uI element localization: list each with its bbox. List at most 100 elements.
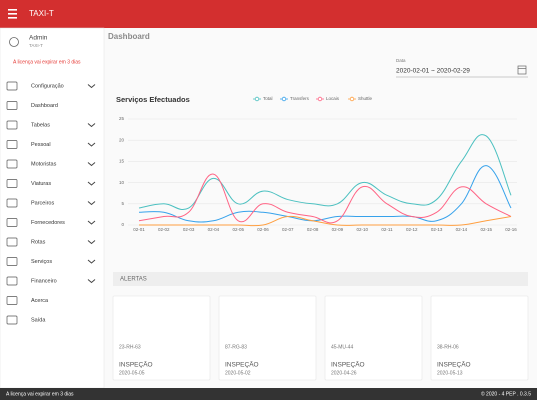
menu-icon [6,140,18,149]
legend-item[interactable]: Locais [316,96,340,102]
alert-type: INSPEÇÃO [437,360,471,369]
menu-item[interactable]: Configuração [6,81,96,91]
alert-date: 2020-04-26 [331,370,357,376]
menu-item[interactable]: Acerca [6,296,49,305]
chevron [87,123,96,128]
calendar-icon [517,65,527,75]
x-tick-label: 02-01 [133,227,145,232]
menu-label: Parceiros [31,200,54,206]
chevron [87,84,96,89]
chevron [87,279,96,284]
menu-label: Viaturas [31,181,51,187]
y-tick-label: 25 [119,116,125,121]
date-field[interactable]: 2020-02-01 ~ 2020-02-29 [396,65,528,78]
menu-item[interactable]: Parceiros [6,198,96,208]
x-tick-label: 02-04 [208,227,220,232]
x-tick-label: 02-07 [282,227,294,232]
menu-label: Configuração [31,83,64,89]
menu-label: Fornecedores [31,220,65,226]
alert-type: INSPEÇÃO [119,360,153,369]
menu-icon-line [8,9,17,11]
series-line [138,215,512,227]
legend-marker [317,96,323,102]
x-tick-label: 02-12 [406,227,418,232]
y-tick-label: 20 [119,137,125,142]
chevron [87,259,96,264]
alert-type: INSPEÇÃO [331,360,365,369]
menu-icon [6,237,18,247]
chevron [87,181,96,186]
legend-label: Transfers [290,96,310,101]
menu-item[interactable]: Saída [6,315,46,325]
menu-item[interactable]: Viaturas [6,179,96,188]
menu-label: Motoristas [31,161,57,167]
footer-copyright: © 2020 - 4 PEP . 0.3.5 [481,390,531,397]
chevron [87,201,96,206]
menu-icon [6,81,18,91]
menu-label: Rotas [31,239,46,245]
chevron [87,240,96,245]
menu-button[interactable] [8,9,17,19]
x-tick-label: 02-06 [257,227,269,232]
menu-item[interactable]: Rotas [6,237,96,247]
menu-label: Dashboard [31,103,58,109]
alert-plate: 45-MU-44 [331,344,353,350]
menu-item[interactable]: Dashboard [6,101,58,110]
user-name: Admin [29,35,48,42]
series-line [138,165,512,223]
menu-item[interactable]: Serviços [6,257,96,266]
x-tick-label: 02-10 [356,227,368,232]
user-avatar [9,37,19,47]
menu-icon [6,198,18,208]
series-line [138,173,512,224]
alert-plate: 38-RH-06 [437,344,459,350]
menu-item[interactable]: Motoristas [6,159,96,169]
x-tick-label: 02-13 [431,227,443,232]
card-background [324,295,423,381]
chevron [87,162,96,167]
chart-title: Serviços Efectuados [116,95,190,104]
y-tick-label: 5 [121,201,124,206]
chevron [87,220,96,225]
x-tick-label: 02-05 [232,227,244,232]
menu-icon-line [8,17,17,19]
alerts-header [113,272,528,286]
alert-plate: 87-RG-83 [225,344,247,350]
card-background [218,295,317,381]
legend-marker [349,96,355,102]
x-tick-label: 02-15 [480,227,492,232]
menu-icon [6,120,18,130]
menu-label: Acerca [31,298,49,304]
x-tick-label: 02-14 [456,227,468,232]
menu-item[interactable]: Financeiro [6,276,96,286]
menu-item[interactable]: Pessoal [6,140,96,149]
legend-marker [281,96,287,102]
menu-icon [6,101,18,110]
menu-label: Saída [31,317,46,323]
alerts: 23-RH-63INSPEÇÃO2020-05-0587-RG-83INSPEÇ… [112,295,529,381]
legend-label: Shuttle [358,96,373,101]
card-background [112,295,211,381]
menu-icon [6,315,18,325]
alert-date: 2020-05-13 [437,370,463,376]
footer [0,388,537,400]
menu-icon [6,296,18,305]
page-title: Dashboard [108,32,150,41]
legend-item[interactable]: Shuttle [348,96,373,102]
x-tick-label: 02-08 [307,227,319,232]
menu-label: Financeiro [31,278,57,284]
x-tick-label: 02-11 [381,227,393,232]
legend-item[interactable]: Transfers [280,96,310,102]
y-tick-label: 0 [121,222,124,227]
chevron [87,142,96,147]
legend-item[interactable]: Total [253,96,273,102]
menu-icon [6,276,18,286]
app-title: TAXI-T [29,9,54,18]
menu-item[interactable]: Fornecedores [6,218,96,227]
menu-item[interactable]: Tabelas [6,120,96,130]
